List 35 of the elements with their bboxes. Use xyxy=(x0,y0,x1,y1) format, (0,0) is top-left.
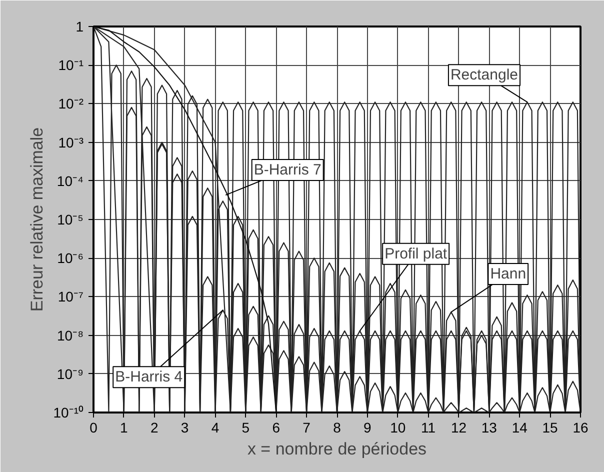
y-tick-label: 10⁻³ xyxy=(58,134,84,150)
x-tick-label: 4 xyxy=(211,420,220,436)
x-tick-label: 10 xyxy=(390,420,406,436)
y-tick-label: 1 xyxy=(76,18,84,34)
y-axis-title: Erreur relative maximale xyxy=(27,127,46,312)
y-tick-label: 10⁻⁵ xyxy=(57,212,84,228)
y-tick-label: 10⁻⁶ xyxy=(57,250,84,266)
x-tick-label: 7 xyxy=(302,420,311,436)
x-tick-label: 11 xyxy=(421,420,436,436)
y-tick-label: 10⁻² xyxy=(58,96,84,112)
annotation: Profil plat xyxy=(384,245,448,262)
annotation: Hann xyxy=(490,266,526,283)
x-tick-label: 1 xyxy=(120,420,128,436)
x-tick-label: 12 xyxy=(450,420,467,436)
x-tick-label: 14 xyxy=(512,420,528,436)
x-tick-label: 6 xyxy=(272,420,280,436)
x-tick-label: 2 xyxy=(150,420,158,436)
y-tick-label: 10⁻⁹ xyxy=(56,366,84,382)
x-tick-label: 5 xyxy=(242,420,250,436)
annotation: B-Harris 7 xyxy=(254,162,322,179)
y-tick-label: 10⁻¹⁰ xyxy=(53,404,84,420)
x-tick-label: 8 xyxy=(333,420,342,436)
x-tick-label: 3 xyxy=(180,420,189,436)
annotation: B-Harris 4 xyxy=(115,368,183,386)
x-tick-label: 16 xyxy=(572,420,588,436)
x-tick-label: 9 xyxy=(364,420,372,436)
x-tick-label: 15 xyxy=(542,420,558,436)
x-tick-label: 0 xyxy=(90,420,98,436)
y-tick-label: 10⁻⁷ xyxy=(58,288,84,305)
x-axis-title: x = nombre de périodes xyxy=(247,440,427,458)
y-tick-label: 10⁻⁸ xyxy=(57,327,84,344)
annotation: Rectangle xyxy=(450,66,518,84)
y-tick-label: 10⁻¹ xyxy=(58,57,84,74)
x-tick-label: 13 xyxy=(481,420,498,436)
y-tick-label: 10⁻⁴ xyxy=(56,172,84,189)
